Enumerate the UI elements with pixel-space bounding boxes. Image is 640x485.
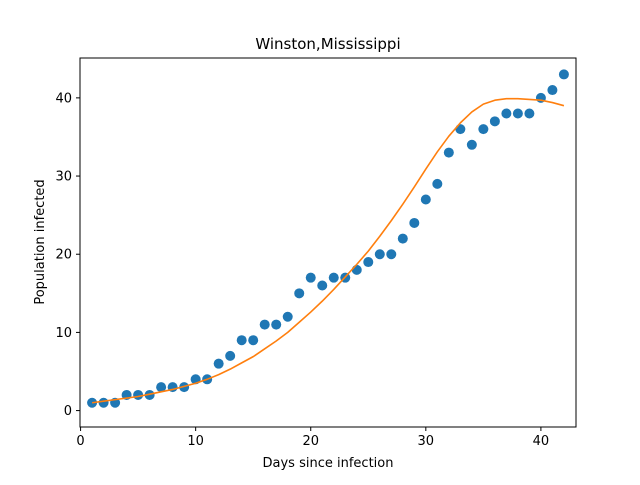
- y-axis: 0 10 20 30 40: [55, 91, 80, 419]
- data-point: [409, 217, 420, 228]
- x-axis: 0 10 20 30 40: [76, 427, 549, 449]
- fit-line: [91, 97, 565, 404]
- data-point: [512, 108, 523, 119]
- data-point: [133, 389, 144, 400]
- data-point: [386, 249, 397, 260]
- data-point: [305, 272, 316, 283]
- data-point: [248, 335, 259, 346]
- y-tick-label: 30: [55, 170, 72, 185]
- data-point: [443, 147, 454, 158]
- data-point: [351, 264, 362, 275]
- data-point: [558, 69, 569, 80]
- plot-area: [87, 69, 569, 408]
- data-point: [466, 139, 477, 150]
- data-point: [282, 311, 293, 322]
- y-axis-label: Population infected: [33, 179, 48, 304]
- x-axis-label: Days since infection: [263, 456, 394, 471]
- x-tick-label: 30: [418, 434, 435, 449]
- y-tick-label: 0: [64, 404, 72, 419]
- data-point: [259, 319, 270, 330]
- plot-frame: [79, 57, 577, 428]
- y-tick-label: 40: [55, 91, 72, 106]
- data-point: [294, 288, 305, 299]
- data-point: [455, 124, 466, 135]
- data-point: [225, 350, 236, 361]
- data-point: [489, 116, 500, 127]
- data-point: [317, 280, 328, 291]
- data-point: [374, 249, 385, 260]
- x-tick-label: 0: [76, 434, 84, 449]
- y-tick-label: 10: [55, 326, 72, 341]
- data-point: [98, 397, 109, 408]
- y-tick-label: 20: [55, 248, 72, 263]
- data-point: [547, 85, 558, 96]
- data-point: [328, 272, 339, 283]
- data-point: [156, 382, 167, 393]
- data-point: [432, 178, 443, 189]
- x-tick-label: 40: [533, 434, 550, 449]
- data-point: [524, 108, 535, 119]
- x-tick-label: 10: [187, 434, 204, 449]
- data-point: [213, 358, 224, 369]
- chart-title: Winston,Mississippi: [255, 35, 400, 53]
- data-point: [397, 233, 408, 244]
- data-point: [420, 194, 431, 205]
- data-point: [236, 335, 247, 346]
- data-point: [271, 319, 282, 330]
- x-tick-label: 20: [302, 434, 319, 449]
- data-point: [501, 108, 512, 119]
- data-point: [478, 124, 489, 135]
- data-point: [363, 257, 374, 268]
